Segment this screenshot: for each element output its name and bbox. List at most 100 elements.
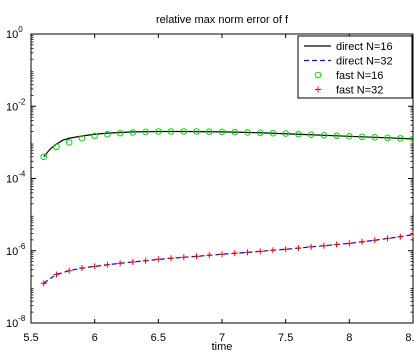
data-point [269,129,277,137]
data-point [180,128,188,135]
data-point [320,242,327,249]
data-point [155,128,162,135]
legend-label: direct N=32 [336,56,393,68]
data-point [219,251,225,258]
data-point [206,252,213,259]
data-point [142,128,149,136]
y-tick-label-base: 10 [6,101,18,113]
data-point [231,128,239,136]
y-tick-label-base: 10 [6,29,18,41]
data-point [53,143,60,151]
data-point [409,135,414,143]
data-point [346,240,353,247]
data-point [53,271,60,278]
data-point [320,131,328,139]
data-point [117,260,124,267]
series-direct-n-16 [43,130,414,158]
y-tick-label-exponent: -8 [18,314,26,323]
data-point [384,235,391,242]
data-point [282,130,289,137]
y-tick-label-exponent: 0 [18,25,23,34]
series-layer [40,128,414,287]
legend-item: direct N=32 [304,56,393,68]
data-point [65,139,73,146]
data-point [40,153,48,161]
x-tick-label: 7 [219,332,225,344]
data-point [308,243,315,250]
data-point [129,258,136,265]
data-point [371,237,378,244]
data-point [384,134,391,142]
data-point [397,233,404,240]
series-line [43,130,414,158]
data-point [116,129,124,137]
data-point [66,267,73,274]
data-point [346,133,353,140]
data-point [257,248,264,255]
x-tick-label: 5.5 [23,332,38,344]
data-point [193,128,200,135]
legend-label: fast N=32 [336,85,383,97]
y-tick-label-exponent: -2 [18,97,26,106]
data-point [410,231,414,238]
data-point [168,255,175,262]
x-axis-label: time [212,341,233,350]
x-tick-label: 6.5 [151,332,166,344]
x-tick-label: 6 [92,332,98,344]
data-point [359,238,366,245]
data-point [269,247,276,254]
x-tick-label: 8 [346,332,352,344]
y-tick-label-exponent: -6 [18,242,26,251]
data-point [40,280,47,287]
y-tick-label-base: 10 [6,246,18,258]
data-point [155,256,162,263]
legend-item: fast N=32 [315,85,383,97]
data-point [333,132,340,140]
data-point [78,134,86,142]
data-point [244,129,251,136]
data-point [205,128,213,136]
y-tick-label: 10-2 [6,97,26,113]
data-point [193,253,200,260]
data-point [91,132,98,140]
data-point [91,263,98,270]
data-point [307,131,315,139]
y-tick-label-base: 10 [6,174,18,186]
data-point [256,129,264,137]
y-tick-label-base: 10 [6,318,18,330]
data-point [295,130,302,138]
data-point [218,128,226,136]
legend-label: direct N=16 [336,41,393,53]
legend: direct N=16 direct N=32 fast N=16 fast N=32 [297,35,413,99]
legend-item: fast N=16 [314,70,383,82]
data-point [104,261,111,268]
chart-title: relative max norm error of f [156,14,289,26]
data-point [358,133,366,141]
y-tick-label: 10-6 [6,242,26,258]
data-point [295,245,302,252]
data-point [142,257,149,264]
series-fast-n-16 [40,128,414,161]
data-point [244,249,251,256]
data-point [104,130,111,138]
y-tick-label: 10-8 [6,314,26,330]
legend-item: direct N=16 [304,41,393,53]
legend-label: fast N=16 [336,70,383,82]
data-point [78,265,85,272]
y-tick-label: 10-4 [6,170,26,186]
y-tick-label: 100 [6,25,23,41]
legend-swatch [315,86,321,93]
data-point [282,246,289,253]
data-point [333,241,340,248]
data-point [231,250,238,257]
y-tick-label-exponent: -4 [18,170,26,179]
x-tick-label: 8.5 [405,332,414,344]
legend-swatch [314,71,322,79]
data-point [396,135,404,142]
series-fast-n-32 [40,231,414,287]
x-tick-label: 7.5 [278,332,293,344]
data-point [371,134,379,141]
data-point [129,129,137,136]
data-point [180,254,187,261]
